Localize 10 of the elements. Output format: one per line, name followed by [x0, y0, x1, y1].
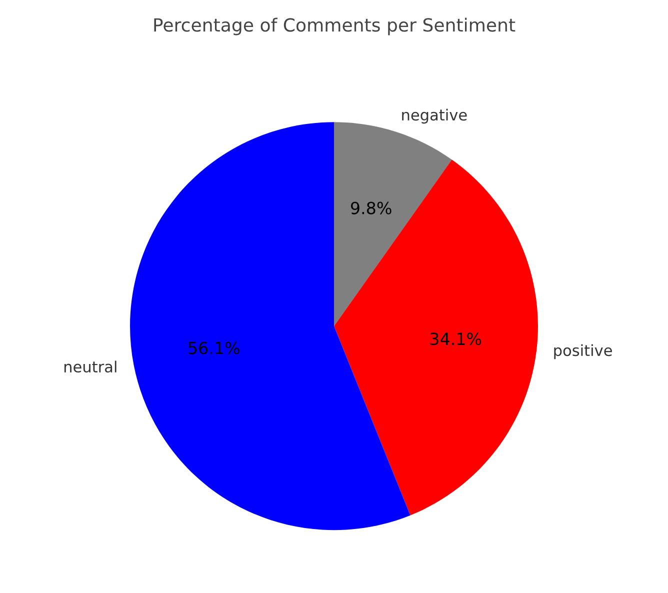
pie-slice [130, 122, 410, 530]
data-label: 56.1% [188, 342, 240, 354]
slice-label: positive [554, 344, 612, 360]
chart-title: Percentage of Comments per Sentiment [154, 18, 516, 36]
slice-label: negative [402, 108, 467, 124]
data-label: 9.8% [350, 202, 392, 214]
data-label: 34.1% [430, 332, 482, 346]
slice-label: neutral [64, 360, 116, 373]
pie-slice [334, 160, 538, 516]
pie-slice [334, 122, 452, 326]
